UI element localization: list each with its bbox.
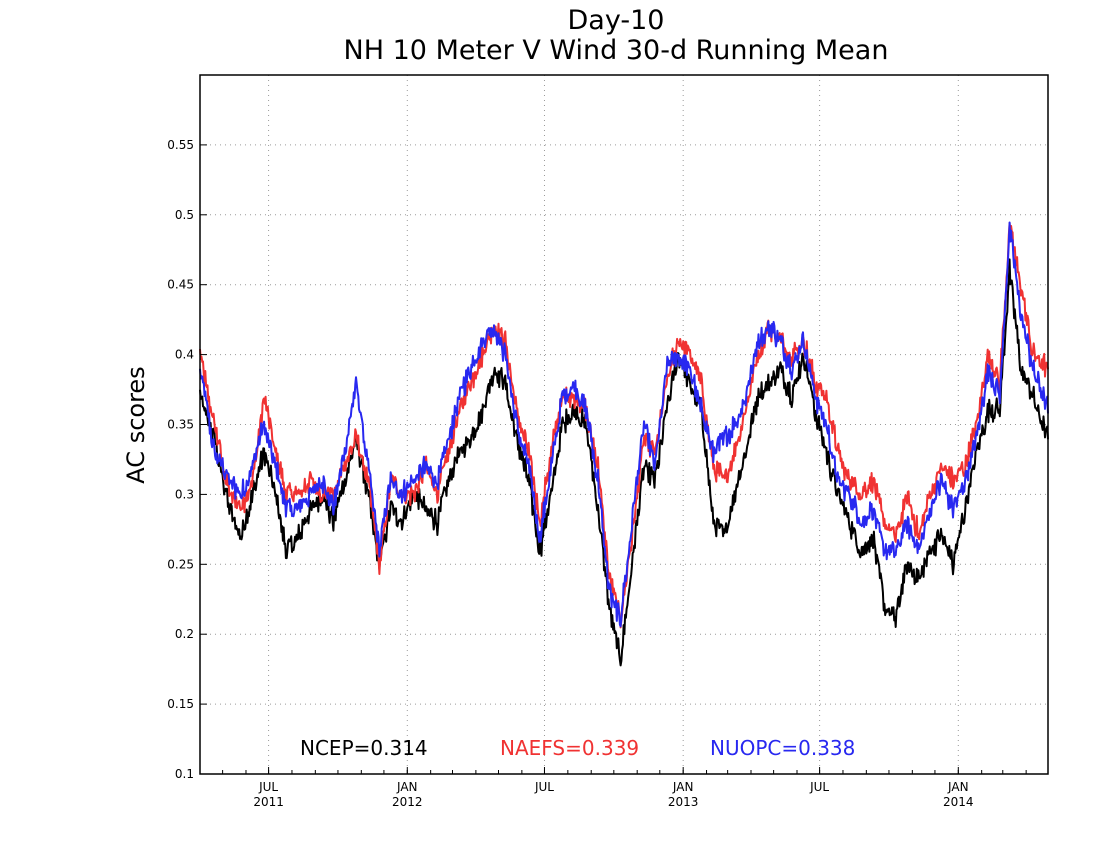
y-tick-label: 0.2 [175, 627, 194, 641]
x-tick-year: 2014 [943, 795, 974, 809]
series-line-nuopc [199, 221, 1049, 628]
x-tick-month: JUL [809, 780, 829, 794]
x-tick-month: JAN [947, 780, 969, 794]
x-tick-year: 2011 [253, 795, 284, 809]
chart-title: Day-10 [568, 5, 665, 36]
stat-label-nuopc: NUOPC=0.338 [710, 736, 855, 760]
y-tick-label: 0.45 [167, 278, 194, 292]
stat-label-naefs: NAEFS=0.339 [500, 736, 639, 760]
x-tick-month: JAN [396, 780, 418, 794]
y-tick-label: 0.35 [167, 418, 194, 432]
y-tick-label: 0.1 [175, 767, 194, 781]
series-line-naefs [199, 222, 1049, 629]
y-tick-label: 0.3 [175, 487, 194, 501]
x-tick-year: 2012 [392, 795, 423, 809]
y-tick-label: 0.15 [167, 697, 194, 711]
chart-subtitle: NH 10 Meter V Wind 30-d Running Mean [344, 35, 889, 66]
y-axis-label: AC scores [122, 366, 150, 483]
x-tick-year: 2013 [668, 795, 699, 809]
y-tick-label: 0.5 [175, 208, 194, 222]
x-tick-month: JUL [258, 780, 278, 794]
stats-legend: NCEP=0.314 NAEFS=0.339 NUOPC=0.338 [300, 736, 855, 760]
x-tick-month: JAN [672, 780, 694, 794]
series-line-ncep [199, 258, 1049, 667]
grid-layer [200, 75, 1048, 774]
y-tick-label: 0.4 [175, 348, 194, 362]
series-layer [199, 221, 1049, 667]
y-axis-ticks: 0.1 0.15 0.2 0.25 0.3 0.35 0.4 0.45 0.5 0.55 [167, 138, 207, 781]
y-tick-label: 0.25 [167, 557, 194, 571]
stat-label-ncep: NCEP=0.314 [300, 736, 428, 760]
y-tick-label: 0.55 [167, 138, 194, 152]
x-tick-month: JUL [534, 780, 554, 794]
